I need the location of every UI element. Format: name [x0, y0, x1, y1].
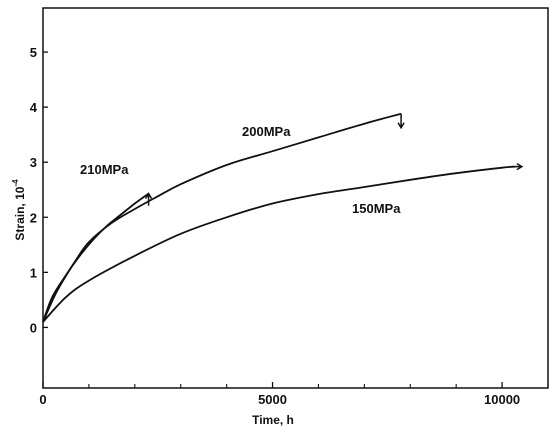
series-labels: 210MPa 200MPa 150MPa — [80, 124, 401, 216]
series-lines — [42, 112, 524, 323]
x-axis-title: Time, h — [252, 413, 294, 427]
series-line-150mpa — [42, 165, 516, 323]
series-arrow-200mpa — [397, 113, 405, 130]
ticks: 0 1 2 3 4 5 0 5000 10000 — [30, 45, 520, 407]
y-tick-label: 2 — [30, 210, 37, 225]
y-axis-title: Strain, 10-4 — [11, 179, 27, 241]
series-label-150mpa: 150MPa — [352, 201, 401, 216]
y-axis-title-base: Strain, 10 — [13, 186, 27, 240]
series-arrow-210mpa — [144, 192, 153, 206]
axes — [42, 7, 549, 389]
y-tick-label: 1 — [30, 265, 37, 280]
series-label-200mpa: 200MPa — [242, 124, 291, 139]
y-tick-label: 5 — [30, 45, 37, 60]
plot-frame — [42, 7, 549, 389]
y-tick-label: 4 — [30, 100, 38, 115]
y-tick-label: 3 — [30, 155, 37, 170]
series-line-200mpa — [42, 112, 402, 323]
x-tick-label: 0 — [39, 392, 46, 407]
x-tick-label: 10000 — [484, 392, 520, 407]
y-axis-title-group: Strain, 10-4 — [11, 179, 27, 241]
y-axis-title-exponent: -4 — [11, 179, 20, 187]
series-line-210mpa — [42, 192, 150, 323]
x-tick-label: 5000 — [258, 392, 287, 407]
y-tick-label: 0 — [30, 320, 37, 335]
series-label-210mpa: 210MPa — [80, 162, 129, 177]
series-arrow-150mpa — [515, 162, 524, 171]
